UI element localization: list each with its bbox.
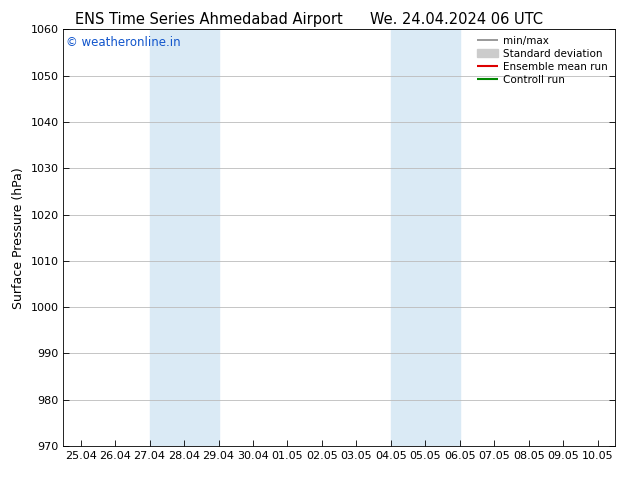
Text: © weatheronline.in: © weatheronline.in <box>66 36 181 49</box>
Y-axis label: Surface Pressure (hPa): Surface Pressure (hPa) <box>12 167 25 309</box>
Legend: min/max, Standard deviation, Ensemble mean run, Controll run: min/max, Standard deviation, Ensemble me… <box>473 31 612 89</box>
Bar <box>391 29 460 446</box>
Text: ENS Time Series Ahmedabad Airport: ENS Time Series Ahmedabad Airport <box>75 12 343 27</box>
Text: We. 24.04.2024 06 UTC: We. 24.04.2024 06 UTC <box>370 12 543 27</box>
Bar <box>150 29 219 446</box>
